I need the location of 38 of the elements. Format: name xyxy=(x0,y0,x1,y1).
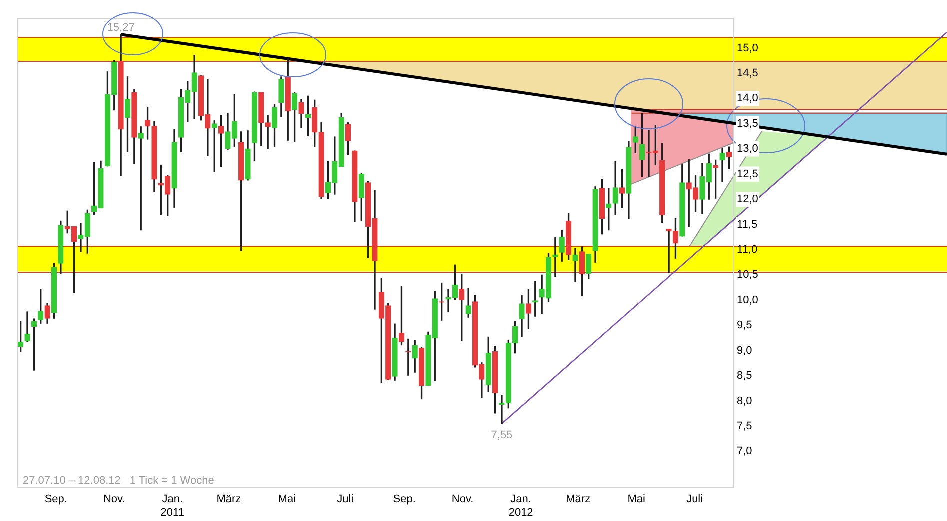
x-tick-label: Mai xyxy=(628,494,646,506)
x-tick-label: Juli xyxy=(686,494,704,506)
x-tick-label: März xyxy=(216,494,242,506)
y-tick-label: 13,0 xyxy=(737,143,758,156)
y-tick-label: 8,5 xyxy=(737,370,752,382)
candlestick xyxy=(24,312,30,342)
x-tick-label: Juli xyxy=(337,494,354,506)
y-tick-label: 13,5 xyxy=(737,118,758,130)
y-tick-label: 8,0 xyxy=(737,395,752,408)
y-tick-label: 9,5 xyxy=(737,320,752,332)
annotation: 7,55 xyxy=(491,429,513,442)
annotation: 15,27 xyxy=(107,22,135,34)
x-tick-label: Nov. xyxy=(103,494,126,506)
y-tick-label: 14,5 xyxy=(737,68,758,80)
x-tick-label: Sep. xyxy=(44,494,68,506)
candlestick xyxy=(572,248,578,282)
y-tick-label: 12,0 xyxy=(737,194,758,206)
y-tick-label: 11,0 xyxy=(737,244,758,256)
x-tick-label: Nov. xyxy=(452,494,474,506)
x-tick-label: Jan. 2012 xyxy=(508,494,534,519)
x-tick-label: Jan. 2011 xyxy=(160,494,184,519)
y-tick-label: 11,5 xyxy=(737,218,758,231)
annotation: 1 Tick = 1 Woche xyxy=(130,475,214,488)
y-tick-label: 12,5 xyxy=(737,168,758,180)
candlestick xyxy=(720,148,726,182)
y-tick-label: 7,5 xyxy=(737,420,752,433)
candlestick xyxy=(552,238,558,278)
y-tick-label: 15,0 xyxy=(737,42,758,54)
candlestick xyxy=(265,115,271,150)
y-tick-label: 10,0 xyxy=(737,294,758,306)
x-tick-label: März xyxy=(566,494,591,506)
y-tick-label: 7,0 xyxy=(737,446,752,458)
x-tick-label: Mai xyxy=(278,494,296,506)
y-tick-label: 10,5 xyxy=(737,269,758,282)
x-tick-label: Sep. xyxy=(393,494,416,506)
y-tick-label: 14,0 xyxy=(737,92,758,105)
y-tick-label: 9,0 xyxy=(737,344,752,357)
annotation: 27.07.10 – 12.08.12 xyxy=(23,475,121,488)
